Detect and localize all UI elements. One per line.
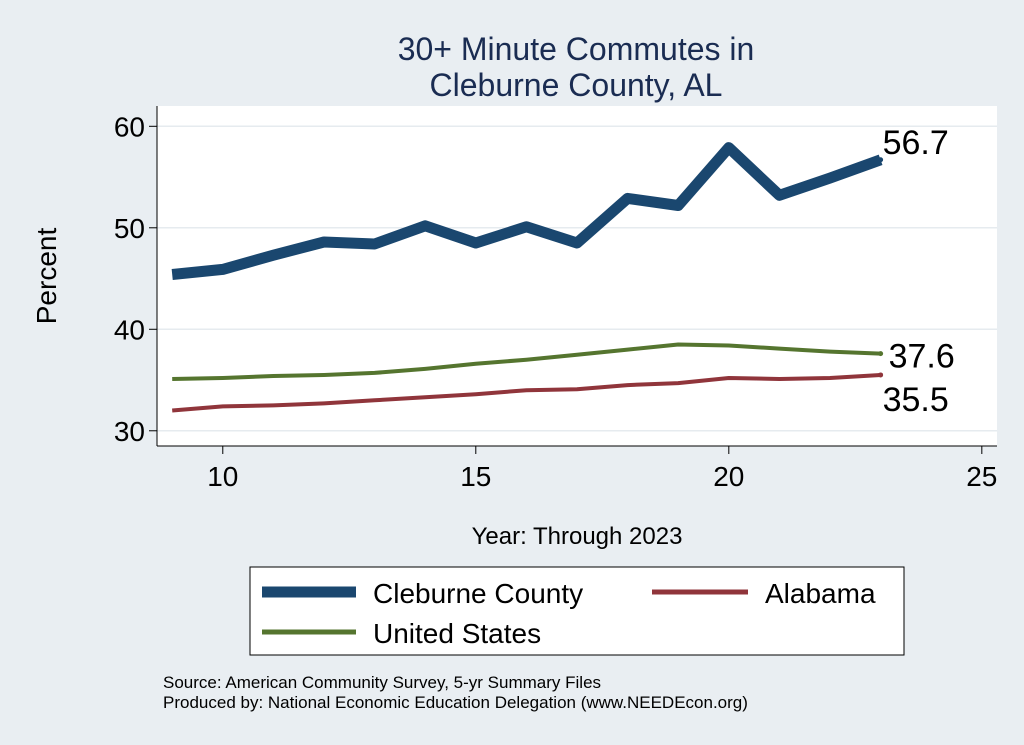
legend-label-united-states: United States <box>373 618 541 649</box>
end-labels: 56.7 35.5 37.6 <box>883 124 955 419</box>
series-line-united-states <box>172 342 881 381</box>
y-tick-label-30: 30 <box>114 416 145 447</box>
series-end-marker-united-states <box>878 351 884 357</box>
x-tick-label-10: 10 <box>207 461 238 492</box>
axes: 30 40 50 60 10 15 20 25 <box>114 106 997 492</box>
series-lines <box>171 142 884 413</box>
chart-title-line-2: Cleburne County, AL <box>430 67 723 103</box>
legend-label-alabama: Alabama <box>765 578 876 609</box>
x-tick-label-25: 25 <box>966 461 997 492</box>
series-end-marker-alabama <box>878 372 884 378</box>
x-tick-label-15: 15 <box>460 461 491 492</box>
legend-label-cleburne-county: Cleburne County <box>373 578 583 609</box>
series-line-alabama <box>172 373 881 413</box>
y-tick-label-50: 50 <box>114 213 145 244</box>
grid-lines <box>157 125 997 432</box>
source-note: Source: American Community Survey, 5-yr … <box>163 673 601 692</box>
end-label-cleburne-county: 56.7 <box>883 124 949 162</box>
y-tick-label-40: 40 <box>114 314 145 345</box>
y-tick-label-60: 60 <box>114 111 145 142</box>
x-axis-title: Year: Through 2023 <box>472 523 683 550</box>
end-label-alabama: 35.5 <box>883 381 949 419</box>
legend-box <box>249 566 905 656</box>
series-end-marker-cleburne-county <box>878 157 884 163</box>
legend: Cleburne County Alabama United States <box>249 566 905 656</box>
x-tick-label-20: 20 <box>713 461 744 492</box>
series-line-cleburne-county <box>171 142 883 280</box>
plot-area <box>157 106 997 446</box>
chart-title-line-1: 30+ Minute Commutes in <box>398 31 755 67</box>
y-axis-title: Percent <box>31 228 62 325</box>
producer-note: Produced by: National Economic Education… <box>163 693 748 712</box>
end-label-united-states: 37.6 <box>889 338 955 376</box>
